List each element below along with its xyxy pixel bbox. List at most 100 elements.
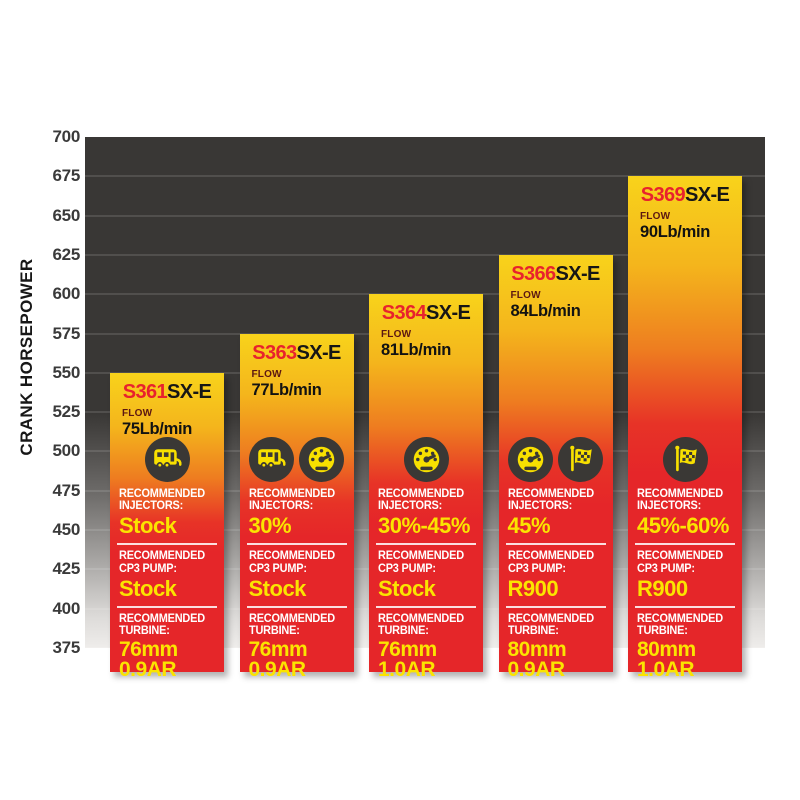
bar-specs: RECOMMENDED INJECTORS: 45%-60% RECOMMEND… bbox=[628, 437, 742, 681]
divider bbox=[376, 543, 476, 546]
turbine-value: 80mm 0.9AR bbox=[507, 638, 567, 682]
y-tick-label: 625 bbox=[52, 244, 81, 264]
usage-icons bbox=[240, 437, 354, 483]
usage-icons bbox=[499, 437, 613, 483]
injectors-value: 45% bbox=[507, 513, 551, 539]
injectors-label: RECOMMENDED INJECTORS: bbox=[119, 487, 205, 513]
turbine-label: RECOMMENDED TURBINE: bbox=[637, 612, 723, 637]
divider bbox=[505, 605, 606, 608]
turbine-section: RECOMMENDED TURBINE: 76mm 1.0AR bbox=[369, 613, 483, 681]
cp3-pump-label: RECOMMENDED CP3 PUMP: bbox=[507, 550, 594, 575]
injectors-label: RECOMMENDED INJECTORS: bbox=[637, 487, 723, 513]
model-name: S369SX-E bbox=[628, 184, 742, 207]
camper-icon bbox=[249, 437, 294, 483]
turbo-bar-s366sx-e: S366SX-E FLOW 84Lb/min RECOMME bbox=[498, 254, 613, 681]
bar-header: S364SX-E FLOW 81Lb/min bbox=[369, 294, 483, 360]
flow-value: 81Lb/min bbox=[381, 341, 452, 360]
flow-block: FLOW 84Lb/min bbox=[499, 290, 613, 321]
model-series: SX-E bbox=[685, 184, 730, 207]
cp3-pump-value: Stock bbox=[248, 575, 307, 601]
flow-label: FLOW bbox=[640, 211, 671, 223]
turbine-value: 76mm 0.9AR bbox=[248, 638, 308, 682]
model-number: S364 bbox=[381, 302, 427, 325]
model-series: SX-E bbox=[167, 380, 212, 403]
injectors-label: RECOMMENDED INJECTORS: bbox=[248, 487, 335, 513]
injectors-value: 45%-60% bbox=[637, 513, 729, 539]
flow-label: FLOW bbox=[251, 368, 282, 380]
bar-specs: RECOMMENDED INJECTORS: 30% RECOMMENDED C… bbox=[240, 437, 354, 681]
injectors-value: 30%-45% bbox=[378, 513, 470, 539]
divider bbox=[246, 605, 347, 608]
turbine-value: 76mm 0.9AR bbox=[119, 638, 178, 682]
model-number: S363 bbox=[252, 341, 297, 364]
divider bbox=[505, 543, 606, 546]
model-number: S369 bbox=[640, 184, 686, 207]
y-tick-label: 400 bbox=[52, 598, 81, 618]
turbine-label: RECOMMENDED TURBINE: bbox=[507, 612, 594, 637]
y-tick-label: 525 bbox=[52, 402, 81, 422]
bar-header: S361SX-E FLOW 75Lb/min bbox=[110, 373, 224, 439]
gridline bbox=[85, 175, 765, 178]
checkered-flag-icon bbox=[662, 437, 708, 483]
bar-specs: RECOMMENDED INJECTORS: 30%-45% RECOMMEND… bbox=[369, 437, 483, 681]
injectors-section: RECOMMENDED INJECTORS: Stock bbox=[110, 488, 224, 537]
y-tick-label: 600 bbox=[52, 284, 81, 304]
flow-label: FLOW bbox=[381, 329, 412, 341]
y-tick-label: 500 bbox=[52, 441, 81, 461]
flow-label: FLOW bbox=[122, 407, 153, 419]
cp3-pump-label: RECOMMENDED CP3 PUMP: bbox=[637, 550, 723, 575]
cp3-pump-section: RECOMMENDED CP3 PUMP: Stock bbox=[110, 550, 224, 599]
flow-block: FLOW 90Lb/min bbox=[628, 211, 742, 242]
divider bbox=[246, 543, 347, 546]
turbine-label: RECOMMENDED TURBINE: bbox=[119, 612, 205, 637]
y-tick-label: 550 bbox=[52, 362, 81, 382]
injectors-section: RECOMMENDED INJECTORS: 45% bbox=[499, 488, 613, 537]
bar-specs: RECOMMENDED INJECTORS: Stock RECOMMENDED… bbox=[110, 437, 224, 681]
y-tick-label: 425 bbox=[52, 559, 81, 579]
model-name: S366SX-E bbox=[499, 263, 613, 286]
model-series: SX-E bbox=[555, 262, 601, 285]
usage-icons bbox=[369, 437, 483, 483]
cp3-pump-section: RECOMMENDED CP3 PUMP: Stock bbox=[369, 550, 483, 599]
cp3-pump-label: RECOMMENDED CP3 PUMP: bbox=[248, 550, 335, 575]
divider bbox=[635, 605, 735, 608]
cp3-pump-value: Stock bbox=[378, 575, 436, 601]
flow-value: 84Lb/min bbox=[510, 301, 581, 320]
injectors-label: RECOMMENDED INJECTORS: bbox=[378, 487, 464, 513]
flow-block: FLOW 81Lb/min bbox=[369, 329, 483, 360]
injectors-value: Stock bbox=[119, 513, 177, 539]
divider bbox=[635, 543, 735, 546]
divider bbox=[117, 543, 217, 546]
turbine-section: RECOMMENDED TURBINE: 80mm 0.9AR bbox=[499, 613, 613, 681]
injectors-section: RECOMMENDED INJECTORS: 45%-60% bbox=[628, 488, 742, 537]
y-tick-label: 450 bbox=[52, 520, 81, 540]
turbine-label: RECOMMENDED TURBINE: bbox=[378, 612, 464, 637]
model-name: S364SX-E bbox=[369, 302, 483, 325]
turbo-bar-s369sx-e: S369SX-E FLOW 90Lb/min RECOMMENDED INJEC… bbox=[628, 176, 742, 681]
cp3-pump-section: RECOMMENDED CP3 PUMP: R900 bbox=[499, 550, 613, 599]
usage-icons bbox=[628, 437, 742, 483]
y-tick-label: 675 bbox=[52, 166, 81, 186]
model-number: S366 bbox=[511, 262, 556, 285]
bar-header: S363SX-E FLOW 77Lb/min bbox=[240, 334, 354, 400]
gauge-icon bbox=[299, 437, 344, 483]
usage-icons bbox=[110, 437, 224, 483]
turbo-bar-s364sx-e: S364SX-E FLOW 81Lb/min RECOMMENDED INJEC… bbox=[369, 294, 483, 681]
cp3-pump-label: RECOMMENDED CP3 PUMP: bbox=[378, 550, 464, 575]
turbine-section: RECOMMENDED TURBINE: 76mm 0.9AR bbox=[240, 613, 354, 681]
gridline bbox=[85, 214, 765, 217]
turbine-section: RECOMMENDED TURBINE: 80mm 1.0AR bbox=[628, 613, 742, 681]
bar-header: S369SX-E FLOW 90Lb/min bbox=[628, 176, 742, 242]
bar-specs: RECOMMENDED INJECTORS: 45% RECOMMENDED C… bbox=[499, 437, 613, 681]
cp3-pump-section: RECOMMENDED CP3 PUMP: R900 bbox=[628, 550, 742, 599]
cp3-pump-section: RECOMMENDED CP3 PUMP: Stock bbox=[240, 550, 354, 599]
y-tick-label: 375 bbox=[52, 638, 81, 657]
cp3-pump-value: Stock bbox=[119, 575, 177, 601]
injectors-section: RECOMMENDED INJECTORS: 30% bbox=[240, 488, 354, 537]
bar-header: S366SX-E FLOW 84Lb/min bbox=[499, 255, 613, 321]
gauge-icon bbox=[508, 437, 553, 483]
y-tick-label: 575 bbox=[52, 323, 81, 343]
y-axis-title: CRANK HORSEPOWER bbox=[17, 258, 36, 456]
model-series: SX-E bbox=[296, 341, 342, 364]
cp3-pump-label: RECOMMENDED CP3 PUMP: bbox=[119, 550, 205, 575]
